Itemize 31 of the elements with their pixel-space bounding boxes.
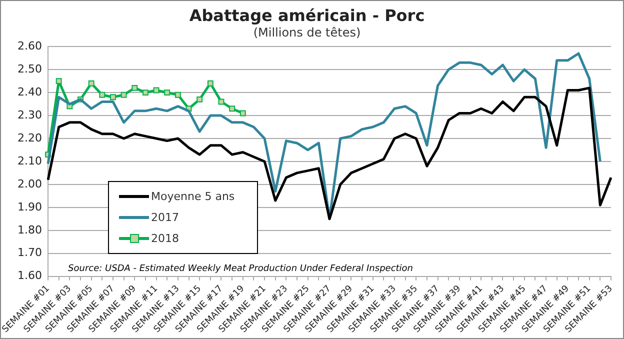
y-tick-label: 2.00 [18, 177, 42, 190]
y-tick-label: 1.60 [18, 269, 42, 282]
point [99, 92, 106, 98]
point [120, 92, 127, 98]
point [88, 80, 94, 86]
y-tick-label: 2.30 [18, 108, 42, 122]
legend-label: Moyenne 5 ans [151, 190, 235, 204]
point [196, 96, 203, 102]
y-tick-label: 2.20 [18, 131, 42, 144]
point [174, 92, 181, 98]
legend-label: 2018 [151, 232, 180, 246]
y-tick-label: 1.80 [18, 223, 42, 236]
point [110, 94, 116, 100]
y-tick-label: 2.10 [18, 154, 42, 168]
point [229, 106, 236, 112]
y-tick-label: 2.40 [18, 85, 42, 98]
chart-subtitle: (Millions de têtes) [253, 26, 361, 40]
point [132, 84, 138, 91]
point [153, 87, 160, 94]
y-tick-label: 1.70 [18, 246, 42, 260]
y-tick-label: 2.60 [18, 39, 42, 52]
point [56, 78, 62, 84]
y-tick-label: 2.50 [18, 62, 42, 76]
point [164, 90, 170, 96]
point [207, 80, 214, 86]
chart-title: Abattage américain - Porc [189, 6, 425, 25]
legend-label: 2017 [151, 211, 180, 224]
annotation: Source: USDA - Estimated Weekly Meat Production Under Federal Inspection [68, 264, 414, 274]
point [142, 90, 148, 96]
y-tick-label: 1.90 [18, 200, 42, 214]
point [240, 110, 246, 116]
